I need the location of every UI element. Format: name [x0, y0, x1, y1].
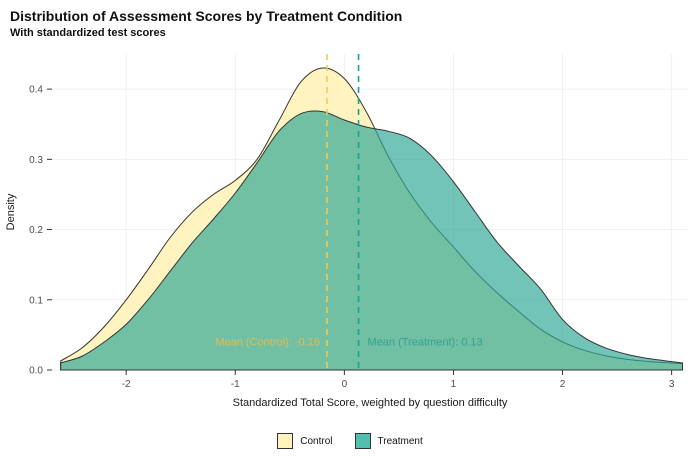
- y-tick-label: 0.2: [29, 225, 43, 236]
- axis-ticks: -2 -1 0 1 2 3 0.0 0.1 0.2 0.3 0.4: [29, 85, 675, 390]
- treatment-swatch-icon: [354, 433, 371, 449]
- y-tick-label: 0.3: [29, 155, 43, 166]
- x-tick-label: 3: [669, 379, 675, 390]
- legend: Control Treatment: [0, 424, 700, 458]
- chart-subtitle: With standardized test scores: [10, 27, 166, 39]
- x-tick-label: 2: [560, 379, 566, 390]
- x-tick-label: 1: [451, 379, 457, 390]
- y-tick-label: 0.1: [29, 295, 43, 306]
- treatment-mean-annotation: Mean (Treatment): 0.13: [368, 336, 483, 348]
- chart-title: Distribution of Assessment Scores by Tre…: [10, 8, 403, 24]
- y-axis-title: Density: [5, 193, 17, 230]
- legend-item-treatment: Treatment: [354, 433, 423, 449]
- x-axis-title: Standardized Total Score, weighted by qu…: [233, 397, 508, 409]
- x-tick-label: 0: [342, 379, 348, 390]
- mean-annotations: Mean (Control): -0.16 Mean (Treatment): 0…: [215, 336, 482, 348]
- mean-lines: [326, 54, 360, 370]
- control-mean-annotation: Mean (Control): -0.16: [215, 336, 320, 348]
- x-tick-label: -2: [122, 379, 131, 390]
- control-swatch-icon: [277, 433, 294, 449]
- legend-item-control: Control: [277, 433, 333, 449]
- treatment-density-area: [60, 110, 683, 371]
- legend-label-control: Control: [300, 435, 333, 447]
- density-plot: Mean (Control): -0.16 Mean (Treatment): 0…: [5, 54, 688, 409]
- legend-label-treatment: Treatment: [377, 435, 423, 447]
- y-tick-label: 0.4: [29, 85, 43, 96]
- y-tick-label: 0.0: [29, 366, 43, 377]
- density-areas: [60, 67, 683, 371]
- x-tick-label: -1: [231, 379, 240, 390]
